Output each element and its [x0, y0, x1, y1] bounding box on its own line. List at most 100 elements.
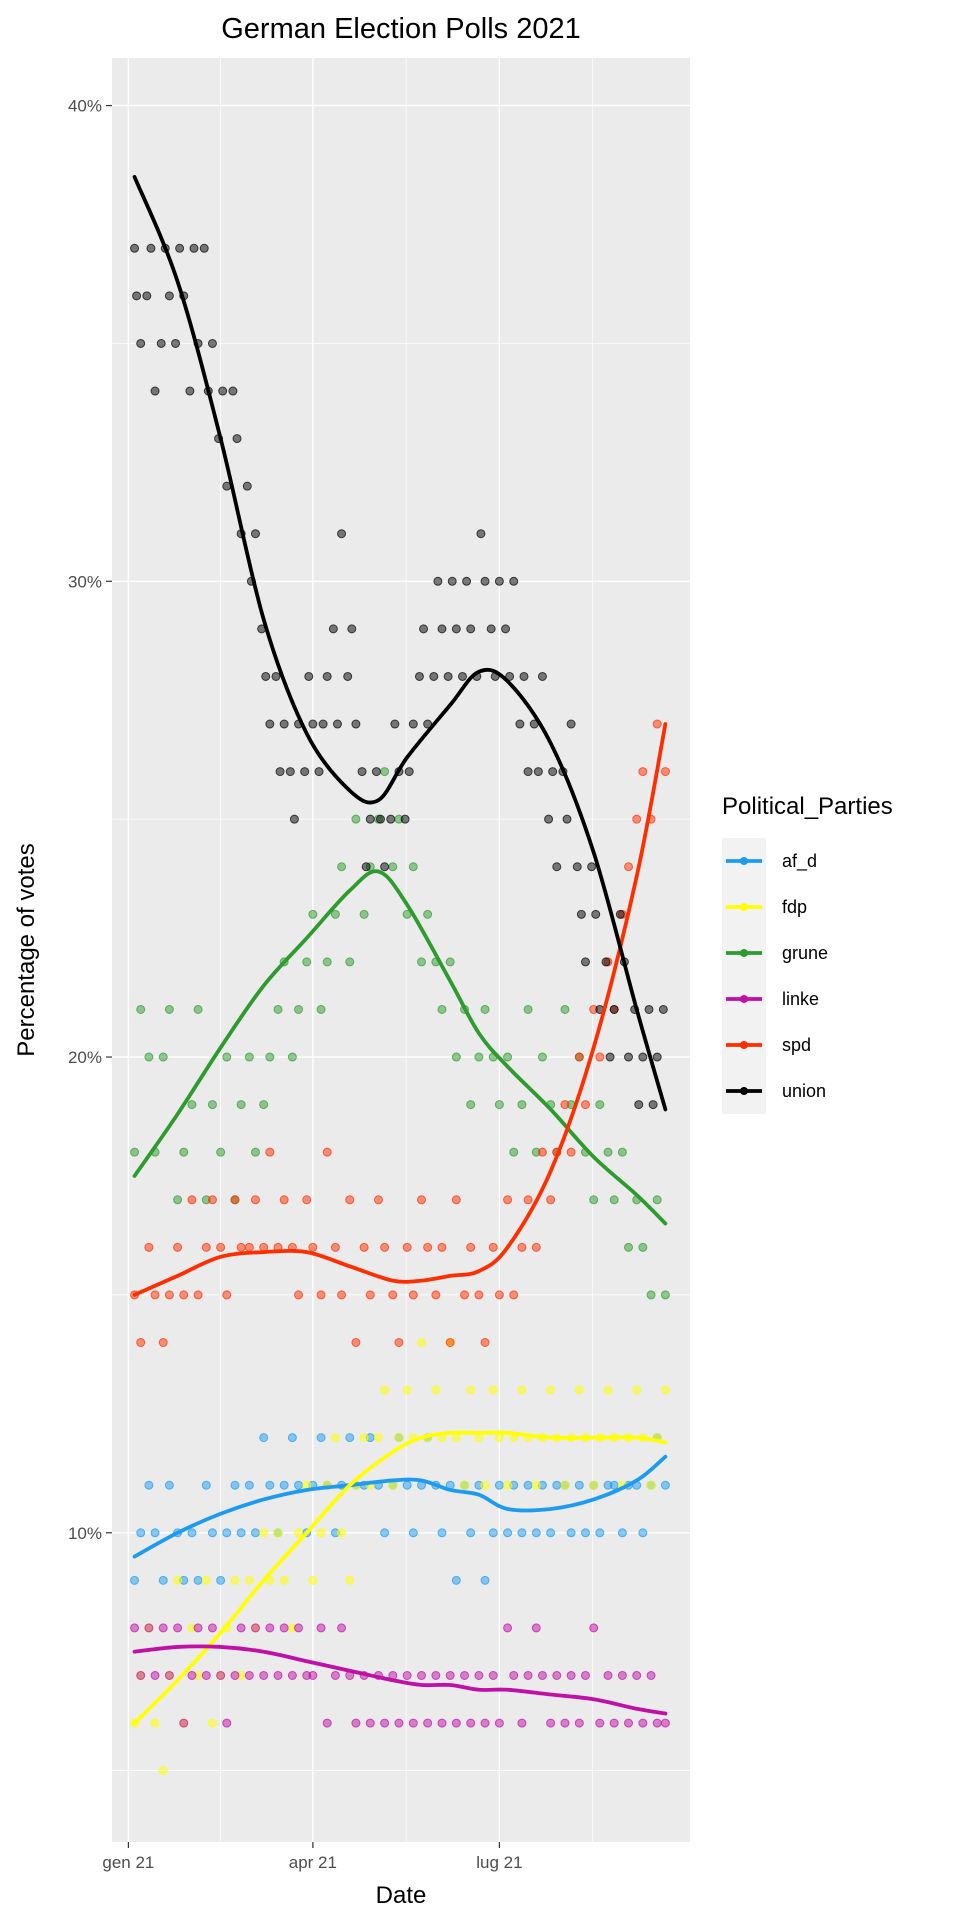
point-spd: [388, 1290, 398, 1300]
legend-dot-af_d: [740, 857, 748, 865]
point-union: [175, 243, 185, 253]
point-spd: [236, 1242, 246, 1252]
point-union: [199, 243, 209, 253]
point-union: [242, 481, 252, 491]
legend-dot-linke: [740, 995, 748, 1003]
point-af_d: [207, 1528, 217, 1538]
point-grune: [216, 1147, 226, 1157]
point-spd: [652, 719, 662, 729]
point-fdp: [474, 1433, 484, 1443]
point-union: [314, 767, 324, 777]
point-spd: [451, 1195, 461, 1205]
legend-dot-spd: [740, 1041, 748, 1049]
point-af_d: [294, 1480, 304, 1490]
point-af_d: [408, 1528, 418, 1538]
point-union: [644, 1004, 654, 1014]
legend-label-spd: spd: [782, 1035, 811, 1055]
point-union: [462, 576, 472, 586]
point-union: [562, 814, 572, 824]
point-linke: [187, 1670, 197, 1680]
point-union: [501, 624, 511, 634]
point-linke: [201, 1670, 211, 1680]
point-grune: [480, 1004, 490, 1014]
point-af_d: [517, 1528, 527, 1538]
point-spd: [337, 1290, 347, 1300]
point-linke: [394, 1718, 404, 1728]
point-linke: [351, 1718, 361, 1728]
point-fdp: [359, 1433, 369, 1443]
point-af_d: [451, 1575, 461, 1585]
point-spd: [302, 1195, 312, 1205]
point-union: [601, 957, 611, 967]
point-linke: [164, 1670, 174, 1680]
point-grune: [265, 1052, 275, 1062]
point-grune: [294, 1004, 304, 1014]
trend-line-fdp: [132, 1430, 668, 1725]
y-tick-label: 30%: [68, 572, 102, 591]
point-fdp: [574, 1385, 584, 1395]
point-af_d: [466, 1528, 476, 1538]
point-af_d: [617, 1528, 627, 1538]
point-linke: [322, 1718, 332, 1728]
point-linke: [546, 1718, 556, 1728]
point-grune: [437, 1004, 447, 1014]
point-linke: [509, 1670, 519, 1680]
point-union: [189, 243, 199, 253]
point-union: [337, 529, 347, 539]
point-spd: [416, 1195, 426, 1205]
point-spd: [144, 1242, 154, 1252]
point-union: [164, 291, 174, 301]
point-grune: [589, 1195, 599, 1205]
point-union: [351, 719, 361, 729]
point-spd: [474, 1290, 484, 1300]
point-union: [146, 243, 156, 253]
point-union: [505, 671, 515, 681]
point-grune: [130, 1147, 140, 1157]
point-fdp: [244, 1575, 254, 1585]
legend-label-grune: grune: [782, 943, 828, 963]
point-linke: [603, 1670, 613, 1680]
point-linke: [646, 1670, 656, 1680]
point-union: [548, 767, 558, 777]
point-grune: [250, 1147, 260, 1157]
point-linke: [294, 1623, 304, 1633]
point-linke: [150, 1670, 160, 1680]
point-union: [332, 719, 342, 729]
point-union: [171, 338, 181, 348]
chart-title: German Election Polls 2021: [221, 13, 580, 45]
point-linke: [244, 1670, 254, 1680]
point-fdp: [546, 1385, 556, 1395]
point-grune: [337, 862, 347, 872]
point-union: [185, 386, 195, 396]
point-af_d: [287, 1433, 297, 1443]
point-grune: [287, 1052, 297, 1062]
point-spd: [638, 767, 648, 777]
point-fdp: [380, 1385, 390, 1395]
point-spd: [359, 1242, 369, 1252]
point-af_d: [222, 1528, 232, 1538]
point-fdp: [308, 1575, 318, 1585]
point-fdp: [345, 1575, 355, 1585]
point-af_d: [236, 1528, 246, 1538]
point-union: [544, 814, 554, 824]
point-union: [429, 671, 439, 681]
point-union: [218, 386, 228, 396]
legend-dot-fdp: [740, 903, 748, 911]
legend-label-linke: linke: [782, 989, 819, 1009]
point-grune: [646, 1290, 656, 1300]
point-grune: [617, 1147, 627, 1157]
point-fdp: [158, 1766, 168, 1776]
point-union: [408, 719, 418, 729]
legend-title: Political_Parties: [722, 793, 893, 820]
point-linke: [566, 1670, 576, 1680]
point-union: [156, 338, 166, 348]
point-fdp: [294, 1528, 304, 1538]
point-linke: [216, 1670, 226, 1680]
y-tick-label: 20%: [68, 1048, 102, 1067]
point-linke: [173, 1623, 183, 1633]
point-fdp: [402, 1385, 412, 1395]
point-af_d: [609, 1480, 619, 1490]
point-spd: [537, 1147, 547, 1157]
point-union: [480, 576, 490, 586]
point-linke: [316, 1623, 326, 1633]
